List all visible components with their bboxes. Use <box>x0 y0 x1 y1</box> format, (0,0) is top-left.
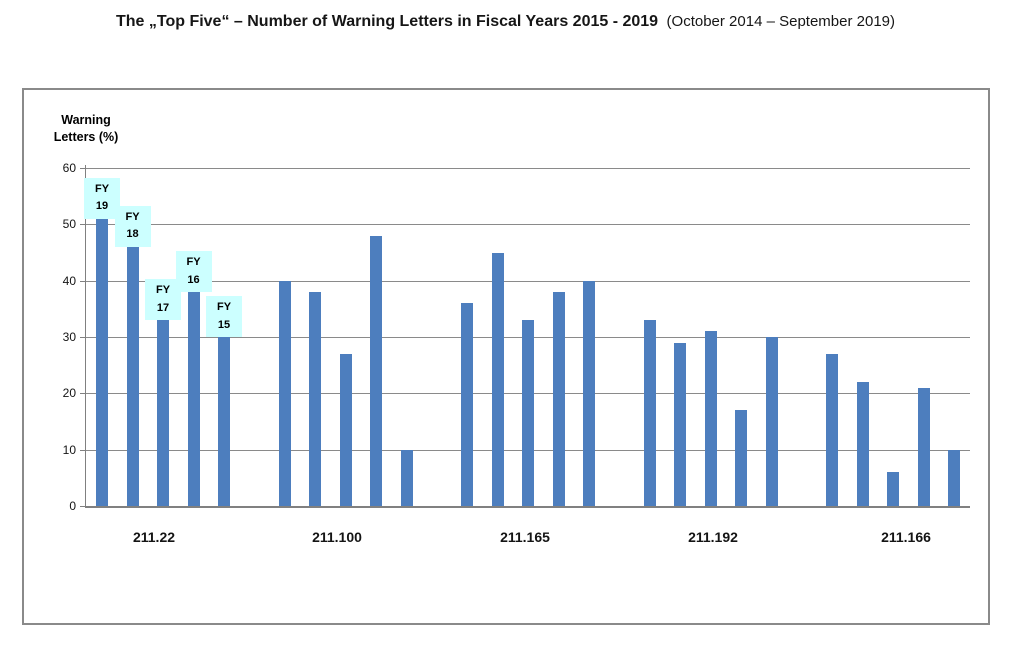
bar-211.100-FY18 <box>309 291 321 506</box>
bar-211.192-FY17 <box>704 331 717 506</box>
bar-211.165-FY18 <box>491 252 504 506</box>
y-axis-title: Warning Letters (%) <box>38 112 134 146</box>
fy-label-line1: FY <box>94 182 110 195</box>
bar-211.166-FY18 <box>856 382 869 506</box>
category-label-211.165: 211.165 <box>500 529 550 545</box>
gridline-60 <box>85 168 970 169</box>
fy-label-line1: FY <box>155 284 171 297</box>
bar-211.166-FY19 <box>826 353 838 506</box>
fy-label-FY16: FY 16 <box>175 250 212 292</box>
y-tick-label-20: 20 <box>62 386 76 401</box>
fy-label-line2: 19 <box>95 200 109 213</box>
bar-211.192-FY19 <box>643 320 656 506</box>
category-label-211.192: 211.192 <box>688 529 738 545</box>
y-tick-20 <box>80 393 85 395</box>
category-label-211.100: 211.100 <box>312 529 362 545</box>
bar-211.100-FY15 <box>400 449 413 506</box>
bar-211.165-FY15 <box>583 280 595 506</box>
page-title-main: The „Top Five“ – Number of Warning Lette… <box>115 13 659 30</box>
bar-211.100-FY19 <box>278 280 291 506</box>
y-axis-title-line2: Letters (%) <box>53 130 119 145</box>
bar-211.22-FY16 <box>187 291 200 506</box>
y-tick-label-40: 40 <box>62 273 76 288</box>
y-axis-title-line1: Warning <box>61 113 111 127</box>
y-tick-label-0: 0 <box>69 499 76 513</box>
page-title-suffix: (October 2014 – September 2019) <box>666 13 896 30</box>
x-axis-line <box>85 506 970 508</box>
y-tick-60 <box>80 168 85 169</box>
bar-211.192-FY15 <box>765 337 778 506</box>
fy-label-FY17: FY 17 <box>145 279 181 321</box>
category-label-211.22: 211.22 <box>132 529 176 545</box>
y-tick-0 <box>80 506 85 507</box>
bar-211.165-FY17 <box>522 320 534 506</box>
fy-label-line2: 18 <box>126 228 139 241</box>
bar-211.100-FY17 <box>339 353 352 506</box>
category-label-211.166: 211.166 <box>881 529 931 545</box>
fy-label-line2: 16 <box>187 273 200 286</box>
fy-label-line1: FY <box>186 255 201 268</box>
bar-211.22-FY15 <box>218 337 230 506</box>
y-axis-line <box>85 165 86 508</box>
fy-label-line1: FY <box>125 210 140 223</box>
fy-label-FY18: FY 18 <box>114 205 151 247</box>
bar-211.192-FY18 <box>674 342 686 506</box>
bar-211.166-FY17 <box>887 472 899 506</box>
fy-label-line2: 15 <box>217 318 231 331</box>
bar-211.100-FY16 <box>370 235 382 506</box>
y-tick-label-50: 50 <box>62 217 76 232</box>
bar-211.166-FY15 <box>948 449 960 506</box>
y-tick-10 <box>80 449 85 451</box>
fy-label-line1: FY <box>216 301 232 313</box>
page-title: The „Top Five“ – Number of Warning Lette… <box>0 13 1011 31</box>
bar-211.192-FY16 <box>735 410 747 506</box>
fy-label-line2: 17 <box>156 301 170 314</box>
bar-211.22-FY17 <box>157 320 169 506</box>
gridline-50 <box>85 224 970 226</box>
fy-label-FY15: FY 15 <box>206 296 242 337</box>
y-tick-label-10: 10 <box>62 442 76 457</box>
bar-211.166-FY16 <box>917 387 930 506</box>
fy-label-FY19: FY 19 <box>84 177 120 219</box>
y-tick-30 <box>80 337 85 338</box>
bar-211.22-FY19 <box>96 218 108 506</box>
y-tick-50 <box>80 224 85 226</box>
bar-211.165-FY16 <box>552 291 565 506</box>
gridline-40 <box>85 280 970 282</box>
y-tick-40 <box>80 280 85 282</box>
bar-211.22-FY18 <box>126 246 139 506</box>
bar-211.165-FY19 <box>461 303 473 506</box>
y-tick-label-60: 60 <box>62 161 76 175</box>
y-tick-label-30: 30 <box>62 330 76 344</box>
